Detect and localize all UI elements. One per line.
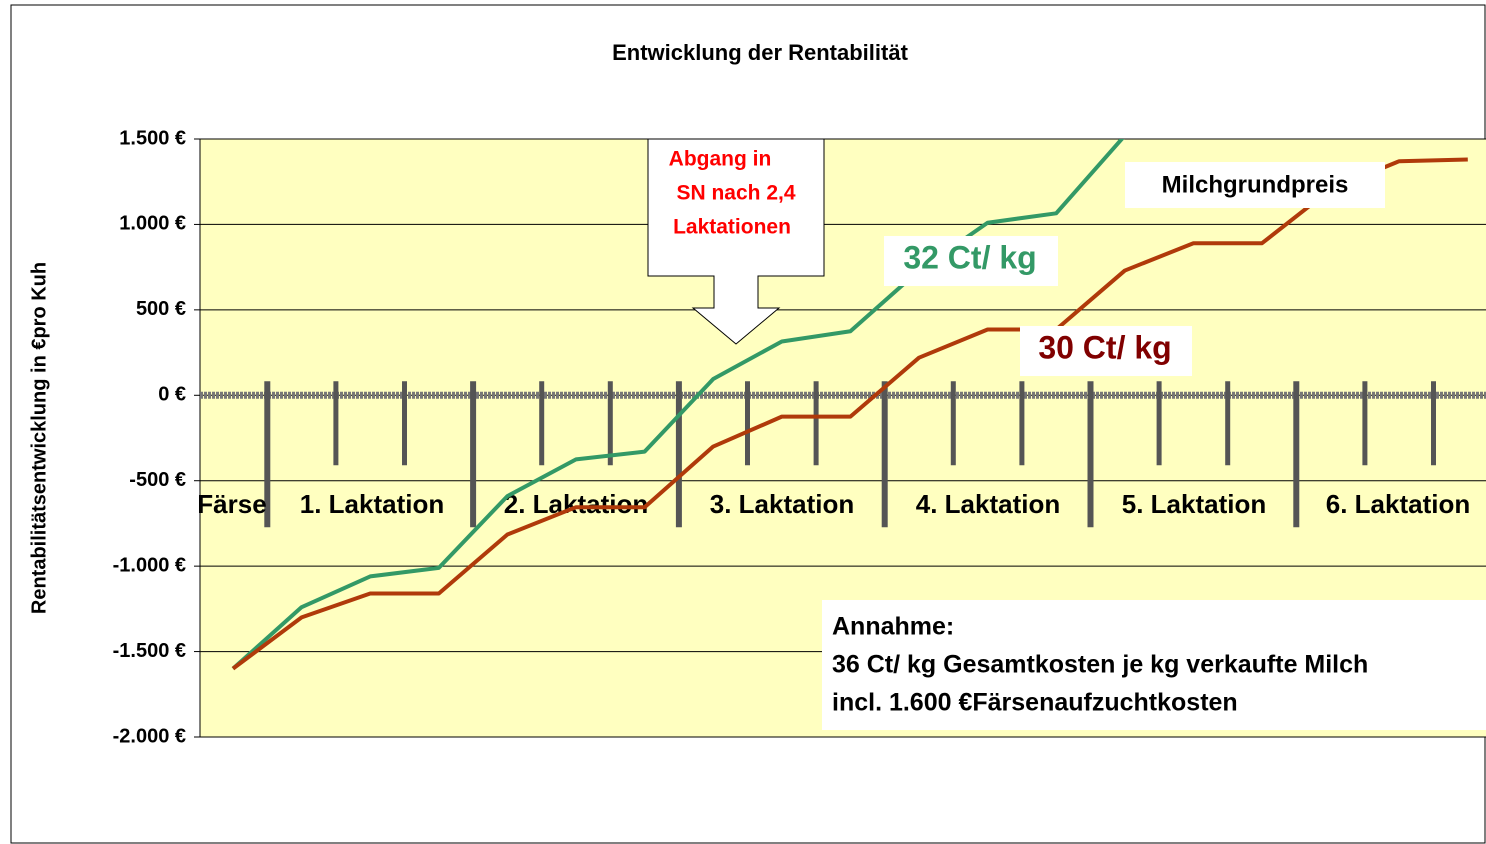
note-text: incl. 1.600 €Färsenaufzuchtkosten — [832, 689, 1238, 717]
note-text: Annahme: — [832, 613, 954, 641]
y-tick-label: 1.500 € — [119, 127, 186, 149]
chart-title: Entwicklung der Rentabilität — [612, 40, 908, 65]
category-label: 5. Laktation — [1122, 489, 1266, 519]
callout-text: Abgang in — [669, 148, 772, 171]
label-box — [1020, 326, 1192, 376]
series-line — [231, 157, 1468, 671]
y-tick-label: -2.000 € — [113, 725, 186, 747]
label-box — [884, 236, 1058, 286]
y-tick-label: 500 € — [136, 298, 186, 320]
series-label: 32 Ct/ kg — [903, 239, 1036, 275]
annotation: Milchgrundpreis — [1162, 171, 1349, 198]
callout-arrow — [647, 138, 825, 345]
category-label: 6. Laktation — [1326, 489, 1470, 519]
category-label: 3. Laktation — [710, 489, 854, 519]
category-label: 1. Laktation — [300, 489, 444, 519]
y-tick-label: 0 € — [158, 384, 186, 406]
y-tick-label: 1.000 € — [119, 213, 186, 235]
y-tick-label: -1.500 € — [113, 640, 186, 662]
y-tick-label: -1.000 € — [113, 554, 186, 576]
category-label: Färse — [197, 489, 266, 519]
y-tick-label: -500 € — [129, 469, 186, 491]
series-line — [231, 139, 1125, 671]
callout-text: SN nach 2,4 — [676, 182, 795, 205]
callout-text: Laktationen — [673, 216, 791, 239]
note-box — [822, 600, 1486, 730]
label-box — [1125, 162, 1385, 208]
series-label: 30 Ct/ kg — [1038, 329, 1171, 365]
note-text: 36 Ct/ kg Gesamtkosten je kg verkaufte M… — [832, 651, 1368, 679]
category-label: 4. Laktation — [916, 489, 1060, 519]
category-label: 2. Laktation — [504, 489, 648, 519]
y-axis-label: Rentabilitätsentwicklung in €pro Kuh — [28, 262, 50, 614]
